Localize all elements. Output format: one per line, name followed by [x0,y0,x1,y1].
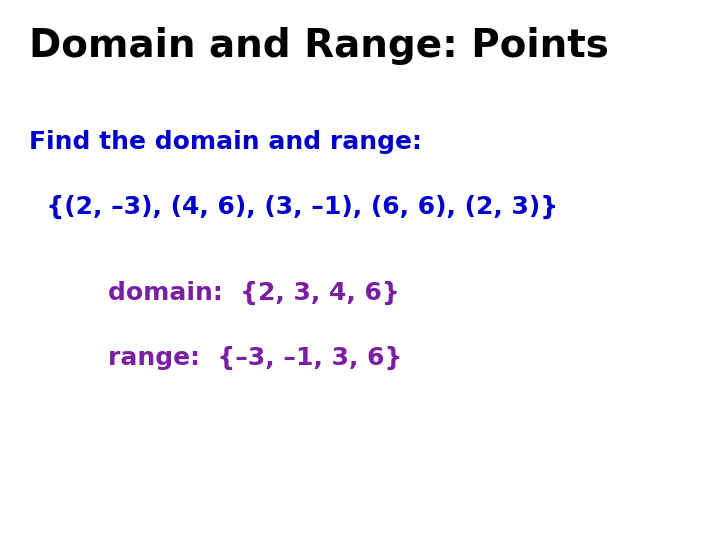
Text: range:  {–3, –1, 3, 6}: range: {–3, –1, 3, 6} [108,346,402,370]
Text: domain:  {2, 3, 4, 6}: domain: {2, 3, 4, 6} [108,281,400,305]
Text: Domain and Range: Points: Domain and Range: Points [29,27,608,65]
Text: Find the domain and range:: Find the domain and range: [29,130,422,153]
Text: {(2, –3), (4, 6), (3, –1), (6, 6), (2, 3)}: {(2, –3), (4, 6), (3, –1), (6, 6), (2, 3… [29,194,558,219]
